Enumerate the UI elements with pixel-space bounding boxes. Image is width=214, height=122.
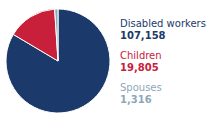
slice-label-name: Children [120,50,162,61]
slice-label-value: 1,316 [120,94,152,105]
slice-label-name: Spouses [120,82,162,93]
pie-slice [6,9,110,113]
chart-svg: Disabled workers107,158 Children19,805 Spo… [0,0,214,122]
slice-label: Spouses1,316 [120,82,162,105]
slice-label: Disabled workers107,158 [120,18,206,41]
slice-labels: Disabled workers107,158 Children19,805 Spo… [120,18,206,105]
pie-slice [13,9,58,61]
pie-slice [55,9,58,61]
slice-label-value: 19,805 [120,62,159,73]
slice-label-value: 107,158 [120,30,166,41]
slice-label-name: Disabled workers [120,18,206,29]
pie [6,9,110,113]
chart-container: Disabled workers107,158 Children19,805 Spo… [0,0,214,122]
slice-label: Children19,805 [120,50,162,73]
